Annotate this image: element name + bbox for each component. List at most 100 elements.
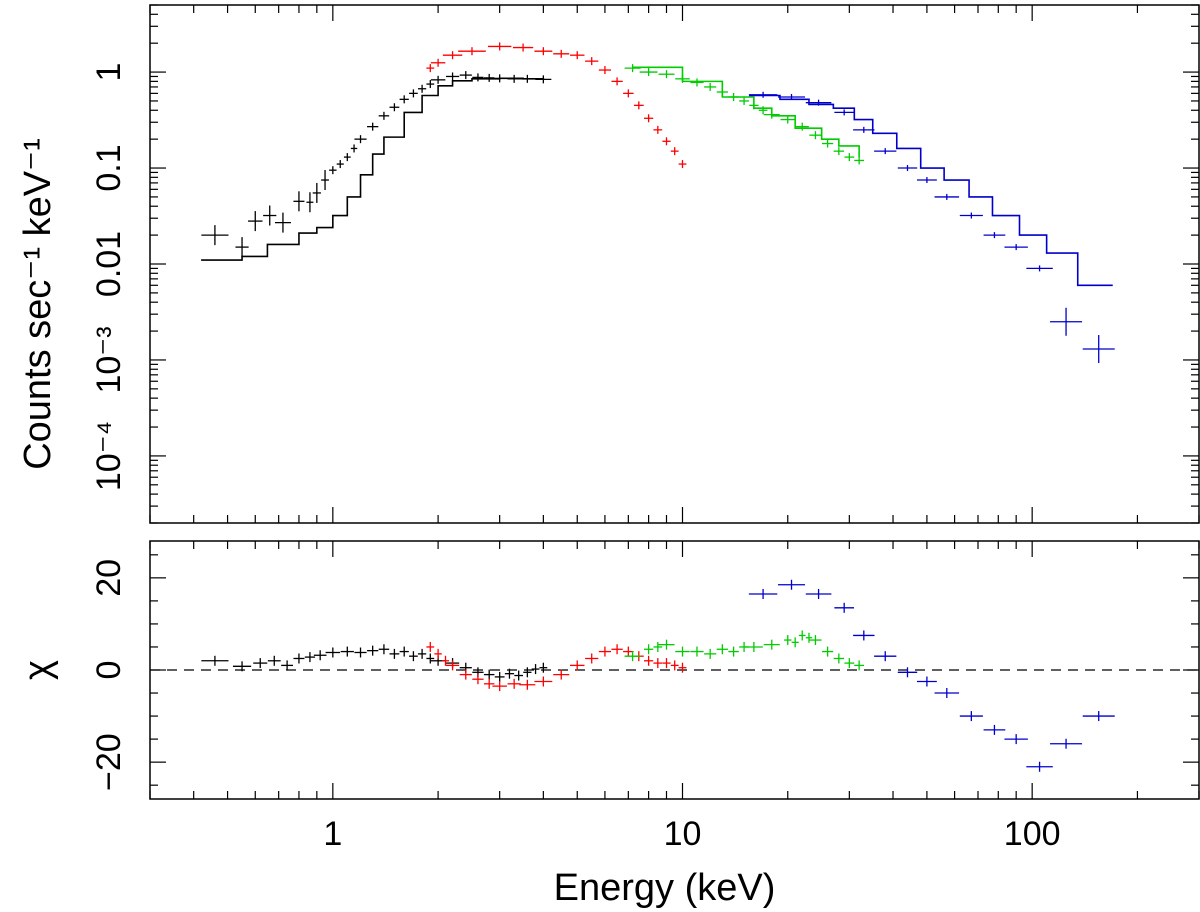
spectrum-dataset-4-point	[1082, 335, 1115, 364]
spectrum-dataset-4-point	[834, 109, 854, 116]
residual-dataset-3-point	[716, 644, 728, 655]
spectrum-dataset-1-point	[263, 205, 277, 226]
residual-dataset-4-point	[1026, 761, 1053, 772]
spectrum-dataset-4-point	[1004, 244, 1028, 251]
residual-dataset-3-point	[704, 648, 717, 659]
residual-dataset-4-point	[874, 651, 897, 662]
residual-dataset-1-point	[514, 670, 524, 681]
residual-dataset-3-point	[658, 639, 675, 650]
residual-dataset-1-point	[232, 661, 252, 672]
spectrum-dataset-2-point	[426, 64, 435, 73]
residual-dataset-2-point	[459, 669, 472, 680]
spectrum-dataset-1-point	[445, 72, 460, 81]
spectrum-dataset-1-point	[426, 80, 435, 89]
residual-dataset-1-point	[389, 648, 400, 659]
spectrum-dataset-1-point	[367, 122, 379, 131]
residual-dataset-3-point	[844, 658, 855, 669]
spectrum-dataset-1-point	[306, 192, 314, 213]
residual-dataset-3-point	[763, 639, 780, 650]
spectrum-dataset-2-point	[430, 58, 446, 67]
residual-dataset-3-point	[744, 641, 763, 652]
residual-dataset-2-point	[585, 653, 599, 664]
spectrum-panel: 10⁻⁴ 10⁻³ 0.01 0.1 1	[90, 4, 1200, 524]
spectrum-dataset-1-point	[329, 166, 337, 175]
spectrum-y-tick-label: 0.01	[90, 231, 128, 297]
spectrum-dataset-1-point	[201, 225, 229, 246]
residual-dataset-1-point	[399, 646, 409, 657]
spectrum-dataset-1-point	[417, 84, 427, 93]
x-tick-label: 100	[1004, 815, 1061, 853]
spectrum-dataset-1-point	[507, 74, 521, 83]
residual-dataset-3-point	[728, 646, 739, 657]
residual-dataset-1-point	[325, 647, 341, 658]
spectrum-dataset-2-point	[623, 89, 634, 98]
spectrum-dataset-4-point	[748, 91, 778, 98]
spectrum-dataset-2-point	[512, 43, 534, 52]
residual-dataset-2-point	[534, 676, 553, 687]
spectrum-dataset-1-point	[492, 74, 507, 83]
spectrum-dataset-3-point	[758, 106, 768, 115]
residual-dataset-1-point	[354, 647, 367, 658]
residual-dataset-1-point	[267, 655, 281, 666]
residual-dataset-1-point	[409, 651, 418, 662]
residual-y-tick-label: −20	[90, 733, 128, 791]
spectrum-dataset-1-point	[459, 71, 472, 80]
x-axis-label: Energy (keV)	[554, 867, 776, 909]
spectrum-dataset-1-point	[430, 75, 446, 84]
spectrum-dataset-2-point	[487, 42, 512, 51]
residual-dataset-3-point	[805, 632, 813, 643]
spectrum-dataset-3-point	[795, 122, 809, 131]
spectrum-dataset-3-point	[821, 139, 834, 148]
residual-dataset-4-point	[853, 630, 875, 641]
residual-dataset-2-point	[570, 660, 585, 671]
residual-dataset-4-point	[834, 602, 854, 613]
residual-dataset-1-point	[417, 648, 427, 659]
residual-dataset-1-point	[494, 671, 505, 682]
residual-dataset-3-point	[653, 641, 663, 652]
spectrum-dataset-3-point	[739, 96, 749, 105]
spectrum-y-tick-label: 10⁻³	[90, 326, 128, 393]
residual-dataset-1-point	[523, 667, 532, 678]
spectrum-dataset-4-point	[805, 99, 832, 106]
residual-dataset-3-point	[675, 646, 690, 657]
spectrum-dataset-2-point	[662, 137, 671, 146]
spectrum-dataset-2-point	[458, 47, 486, 56]
residual-dataset-1-point	[281, 660, 294, 671]
spectrum-dataset-1-point	[312, 182, 321, 203]
residual-dataset-3-point	[644, 644, 654, 655]
residual-dataset-2-point	[662, 658, 671, 669]
residual-dataset-3-point	[809, 635, 822, 646]
spectrum-dataset-4-point	[983, 232, 1006, 239]
x-tick-label: 10	[664, 815, 702, 853]
residual-dataset-1-point	[367, 645, 379, 656]
residual-dataset-1-point	[378, 644, 390, 655]
spectrum-dataset-1-point	[378, 111, 390, 120]
spectrum-dataset-2-point	[570, 51, 585, 60]
spectrum-dataset-4-point	[897, 165, 918, 172]
spectrum-dataset-4-point	[934, 193, 960, 200]
residual-dataset-4-point	[1004, 734, 1028, 745]
spectrum-dataset-3-point	[624, 64, 641, 73]
spectrum-dataset-2-point	[633, 101, 644, 110]
spectrum-dataset-1-point	[409, 89, 418, 98]
residual-dataset-4-point	[983, 724, 1006, 735]
spectrum-dataset-4-point	[959, 212, 983, 219]
residual-dataset-1-point	[253, 658, 268, 669]
spectrum-dataset-1-point	[293, 191, 305, 212]
residual-dataset-2-point	[434, 648, 442, 659]
residual-dataset-2-point	[678, 662, 687, 673]
residual-dataset-2-point	[519, 679, 536, 690]
spectrum-dataset-4-point	[777, 93, 806, 100]
spectrum-dataset-3-point	[690, 78, 704, 87]
residual-dataset-1-point	[426, 653, 435, 664]
residual-dataset-1-point	[304, 652, 316, 663]
spectrum-dataset-1-point	[399, 95, 409, 104]
residual-dataset-4-point	[1082, 711, 1115, 722]
residual-dataset-4-point	[934, 688, 960, 699]
spectrum-dataset-3-point	[716, 87, 728, 96]
residual-dataset-4-point	[959, 711, 983, 722]
spectrum-dataset-3-point	[844, 153, 855, 162]
spectrum-dataset-4-model	[749, 94, 1113, 287]
spectrum-dataset-2-point	[653, 125, 663, 134]
